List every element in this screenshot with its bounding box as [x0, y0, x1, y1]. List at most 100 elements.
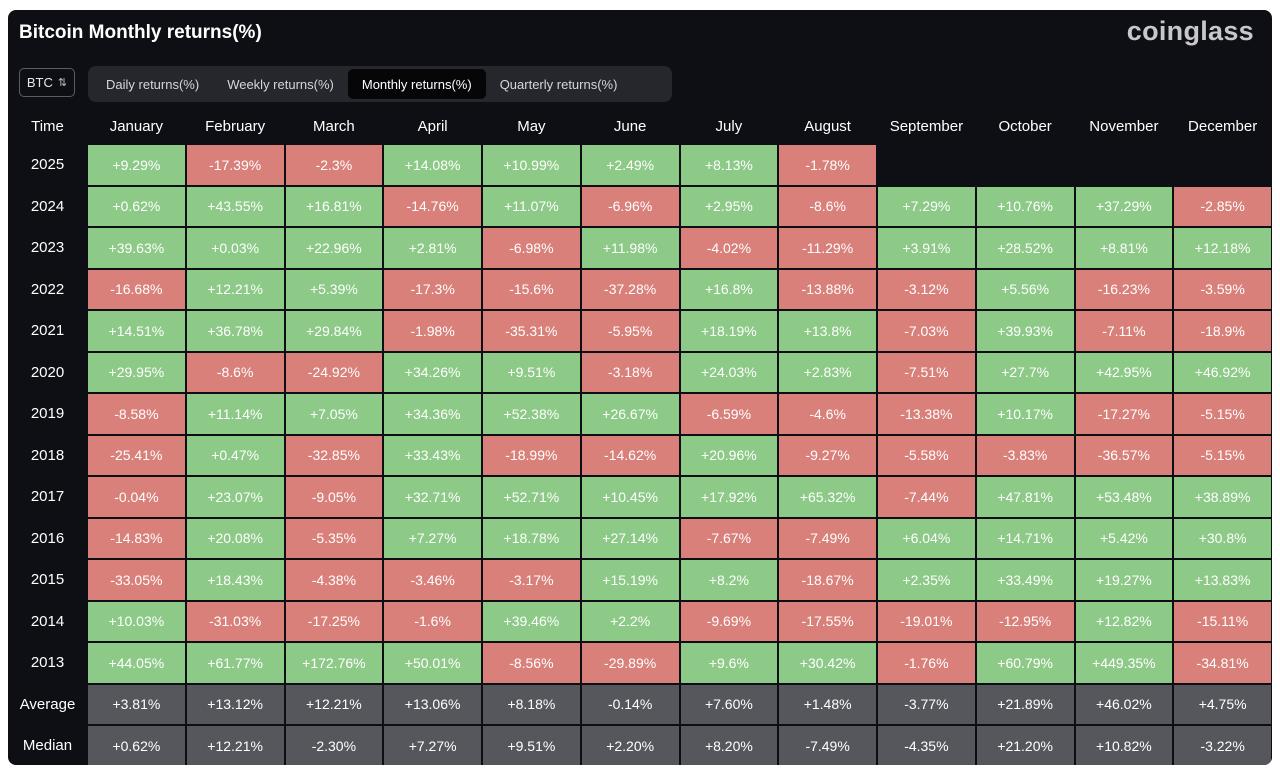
return-cell: -35.31% [482, 310, 581, 352]
stat-label: Average [19, 695, 76, 713]
period-tabs: Daily returns(%) Weekly returns(%) Monthly… [88, 66, 672, 102]
return-cell: +18.78% [482, 517, 581, 559]
stat-label: Median [22, 737, 73, 755]
return-cell: +0.47% [185, 434, 285, 476]
return-cell: +13.83% [1173, 559, 1272, 601]
return-cell: +10.76% [975, 185, 1075, 227]
return-cell: -9.69% [679, 600, 779, 642]
coin-selector[interactable]: BTC ⇅ [19, 68, 75, 97]
return-cell: -7.44% [877, 476, 976, 518]
header-month: December [1188, 117, 1258, 135]
chevron-up-down-icon: ⇅ [57, 77, 68, 89]
return-cell: +8.81% [1074, 227, 1174, 269]
year-label: 2018 [30, 446, 65, 464]
return-cell: +10.17% [975, 393, 1075, 435]
return-cell: +14.51% [87, 310, 186, 352]
brand-logo: coinglass [1126, 16, 1254, 46]
return-cell: +16.8% [679, 268, 779, 310]
return-cell: +11.14% [185, 393, 285, 435]
stat-row: Median +0.62% +12.21% -2.30% +7.27% +9.51% +2.… [8, 725, 1272, 765]
return-cell: -18.99% [482, 434, 581, 476]
year-label: 2019 [30, 405, 65, 423]
return-cell: +11.07% [482, 185, 581, 227]
return-cell: +5.56% [975, 268, 1075, 310]
tab-quarterly[interactable]: Quarterly returns(%) [499, 76, 618, 92]
return-cell: +61.77% [185, 642, 285, 684]
return-cell: -3.17% [482, 559, 581, 601]
return-cell: +2.81% [383, 227, 482, 269]
return-cell: +28.52% [975, 227, 1075, 269]
return-cell: +39.93% [975, 310, 1075, 352]
return-cell: +36.78% [185, 310, 285, 352]
table-row: 2014 +10.03% -31.03% -17.25% -1.6% +39.46% +2.… [8, 600, 1272, 642]
return-cell: +37.29% [1074, 185, 1174, 227]
tab-daily[interactable]: Daily returns(%) [106, 76, 200, 92]
returns-table: Time January February March April May June July… [8, 108, 1272, 765]
stat-cell: +12.21% [284, 683, 384, 725]
return-cell: -5.15% [1173, 393, 1272, 435]
return-cell: +24.03% [679, 351, 779, 393]
return-cell: +30.8% [1173, 517, 1272, 559]
return-cell: -6.59% [679, 393, 779, 435]
return-cell: -4.38% [284, 559, 384, 601]
return-cell [877, 144, 976, 186]
table-row: 2024 +0.62% +43.55% +16.81% -14.76% +11.07% -6… [8, 185, 1272, 227]
return-cell: +7.27% [383, 517, 482, 559]
header-month: November [1089, 117, 1159, 135]
return-cell: -8.6% [778, 185, 877, 227]
return-cell: -17.55% [778, 600, 877, 642]
header-month: June [613, 117, 647, 135]
tab-monthly[interactable]: Monthly returns(%) [347, 69, 486, 99]
stat-cell: +7.27% [383, 725, 482, 765]
year-label: 2020 [30, 363, 65, 381]
return-cell: +8.2% [679, 559, 779, 601]
return-cell: -14.83% [87, 517, 186, 559]
return-cell: +11.98% [580, 227, 680, 269]
return-cell: +18.43% [185, 559, 285, 601]
stat-cell: -3.77% [877, 683, 976, 725]
stat-cell: +21.20% [975, 725, 1075, 765]
return-cell: -1.6% [383, 600, 482, 642]
return-cell: +27.7% [975, 351, 1075, 393]
return-cell: -17.27% [1074, 393, 1174, 435]
stat-cell: +7.60% [679, 683, 779, 725]
stat-cell: -0.14% [580, 683, 680, 725]
table-row: 2025 +9.29% -17.39% -2.3% +14.08% +10.99% +2.4… [8, 144, 1272, 186]
return-cell: -4.02% [679, 227, 779, 269]
return-cell: -7.67% [679, 517, 779, 559]
return-cell: +2.49% [580, 144, 680, 186]
tab-weekly[interactable]: Weekly returns(%) [227, 76, 334, 92]
return-cell: -12.95% [975, 600, 1075, 642]
return-cell: +2.83% [778, 351, 877, 393]
return-cell: +15.19% [580, 559, 680, 601]
stat-cell: +4.75% [1173, 683, 1272, 725]
year-label: 2013 [30, 654, 65, 672]
stat-cell: +3.81% [87, 683, 186, 725]
return-cell: +34.36% [383, 393, 482, 435]
header-month: March [313, 117, 355, 135]
return-cell [1074, 144, 1174, 186]
return-cell: -8.56% [482, 642, 581, 684]
return-cell: -19.01% [877, 600, 976, 642]
return-cell: -25.41% [87, 434, 186, 476]
year-label: 2021 [30, 322, 65, 340]
return-cell: +26.67% [580, 393, 680, 435]
return-cell: +65.32% [778, 476, 877, 518]
return-cell: +12.21% [185, 268, 285, 310]
return-cell: -9.27% [778, 434, 877, 476]
header-month: May [517, 117, 546, 135]
return-cell: +9.6% [679, 642, 779, 684]
return-cell: -3.59% [1173, 268, 1272, 310]
return-cell: -3.46% [383, 559, 482, 601]
return-cell: +9.51% [482, 351, 581, 393]
return-cell: -9.05% [284, 476, 384, 518]
stat-cell: +21.89% [975, 683, 1075, 725]
return-cell: -13.38% [877, 393, 976, 435]
table-row: 2017 -0.04% +23.07% -9.05% +32.71% +52.71% +10… [8, 476, 1272, 518]
return-cell: -14.62% [580, 434, 680, 476]
return-cell: -15.6% [482, 268, 581, 310]
table-row: 2015 -33.05% +18.43% -4.38% -3.46% -3.17% +15.… [8, 559, 1272, 601]
return-cell: +5.42% [1074, 517, 1174, 559]
return-cell: +10.99% [482, 144, 581, 186]
return-cell: +0.03% [185, 227, 285, 269]
